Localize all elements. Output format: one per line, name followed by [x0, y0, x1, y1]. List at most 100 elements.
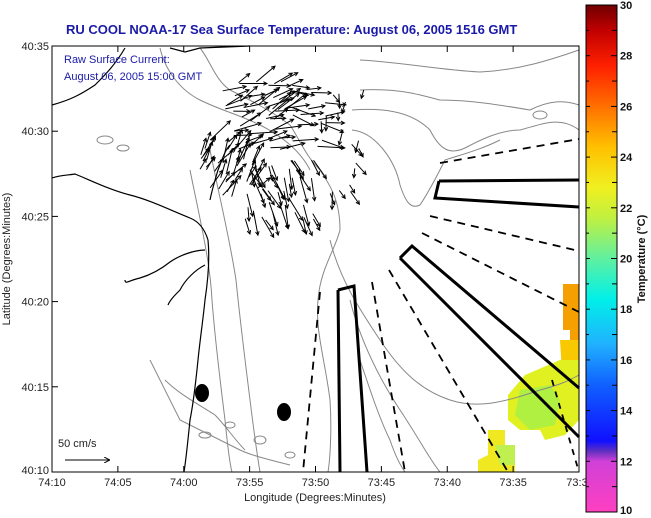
- current-vector: [311, 91, 332, 94]
- current-vector-head: [297, 124, 303, 129]
- current-vector-head: [260, 198, 265, 204]
- y-tick-label: 40:35: [21, 41, 49, 53]
- current-vector-head: [360, 94, 365, 100]
- current-vector-head: [341, 194, 346, 200]
- current-vector-head: [211, 156, 216, 162]
- current-vector: [226, 148, 233, 174]
- current-vector-head: [316, 226, 321, 232]
- current-vector-head: [351, 173, 357, 179]
- current-vector: [350, 191, 360, 205]
- coastline-south: [183, 239, 210, 473]
- current-vector: [249, 169, 263, 188]
- current-vector: [251, 172, 255, 187]
- current-vector-head: [249, 212, 255, 218]
- current-vector-head: [335, 116, 341, 122]
- current-vector-head: [269, 176, 274, 182]
- current-vector: [300, 112, 324, 115]
- current-vector: [246, 193, 254, 217]
- current-vector-head: [245, 136, 250, 142]
- current-vector-head: [316, 86, 322, 91]
- current-vector: [254, 169, 266, 188]
- current-vector-head: [300, 141, 306, 147]
- current-vector: [277, 186, 285, 200]
- current-vector-head: [302, 95, 308, 100]
- current-vector-head: [284, 204, 290, 210]
- current-vector-head: [263, 81, 269, 86]
- current-vector-head: [285, 224, 291, 230]
- current-vector-head: [260, 92, 266, 97]
- current-vector-head: [202, 157, 207, 163]
- current-vector: [268, 166, 274, 181]
- current-vector-head: [298, 78, 304, 84]
- x-tick-label: 73:3: [566, 477, 587, 489]
- current-vector: [355, 140, 360, 153]
- current-vector: [236, 129, 243, 147]
- colorbar-tick-label: 16: [620, 355, 632, 367]
- x-axis-title: Longitude (Degrees:Minutes): [244, 492, 386, 504]
- current-vector: [214, 158, 224, 172]
- current-vector-head: [311, 196, 317, 202]
- current-vector-head: [270, 233, 275, 239]
- current-vector-head: [289, 185, 294, 191]
- current-vector: [338, 129, 344, 145]
- current-vector: [272, 212, 279, 236]
- current-vector: [236, 143, 251, 167]
- current-vector: [250, 106, 270, 122]
- current-vector: [279, 205, 289, 229]
- current-vector: [227, 134, 238, 150]
- current-vector: [295, 169, 311, 191]
- current-vector: [303, 217, 313, 236]
- current-vector: [284, 92, 307, 112]
- dashed-lines: [302, 138, 580, 473]
- current-vector: [279, 88, 301, 104]
- x-tick-label: 73:50: [302, 477, 330, 489]
- current-vector: [268, 98, 290, 116]
- current-vector-head: [253, 85, 259, 91]
- current-vector-head: [269, 225, 274, 231]
- current-vector-head: [260, 158, 265, 164]
- x-tick-label: 73:35: [499, 477, 527, 489]
- current-vector-head: [341, 108, 346, 114]
- current-vector: [294, 212, 306, 233]
- current-vector-head: [296, 87, 302, 93]
- current-vector: [291, 159, 304, 180]
- current-vector-head: [266, 196, 272, 202]
- current-vector-head: [247, 94, 253, 99]
- current-vector: [280, 72, 298, 83]
- current-vector: [252, 145, 260, 161]
- colorbar-tick-label: 28: [620, 51, 632, 63]
- current-vector-head: [282, 130, 288, 135]
- current-vector-head: [205, 147, 210, 153]
- transect-box-southeast: [398, 243, 581, 439]
- current-vector-head: [245, 138, 250, 144]
- colorbar-tick-label: 22: [620, 203, 632, 215]
- current-vector-head: [288, 72, 294, 77]
- current-vector: [289, 199, 303, 221]
- current-vector-head: [256, 144, 261, 151]
- current-vector: [225, 95, 252, 107]
- current-vector-head: [279, 113, 285, 118]
- current-vector-head: [285, 197, 291, 203]
- current-vector-head: [320, 104, 327, 109]
- annotation-line1: Raw Surface Current:: [64, 54, 170, 66]
- current-vector-head: [263, 101, 269, 106]
- current-vector-head: [237, 148, 242, 154]
- current-vector: [353, 168, 356, 178]
- y-axis-title: Latitude (Degrees:Minutes): [1, 193, 13, 326]
- colorbar-ticks: [586, 4, 617, 513]
- current-vector: [360, 89, 365, 99]
- current-vector: [320, 121, 323, 133]
- current-vector: [269, 118, 294, 133]
- current-vector: [205, 157, 216, 168]
- current-vector: [341, 101, 346, 113]
- current-vector-head: [304, 92, 310, 97]
- current-vector-head: [291, 134, 297, 140]
- current-vector: [298, 123, 318, 126]
- current-vector: [317, 145, 345, 149]
- current-vector: [261, 216, 275, 238]
- current-vector-head: [319, 110, 325, 116]
- current-vector: [283, 177, 290, 202]
- current-vector: [247, 207, 250, 222]
- current-vector-head: [233, 134, 238, 140]
